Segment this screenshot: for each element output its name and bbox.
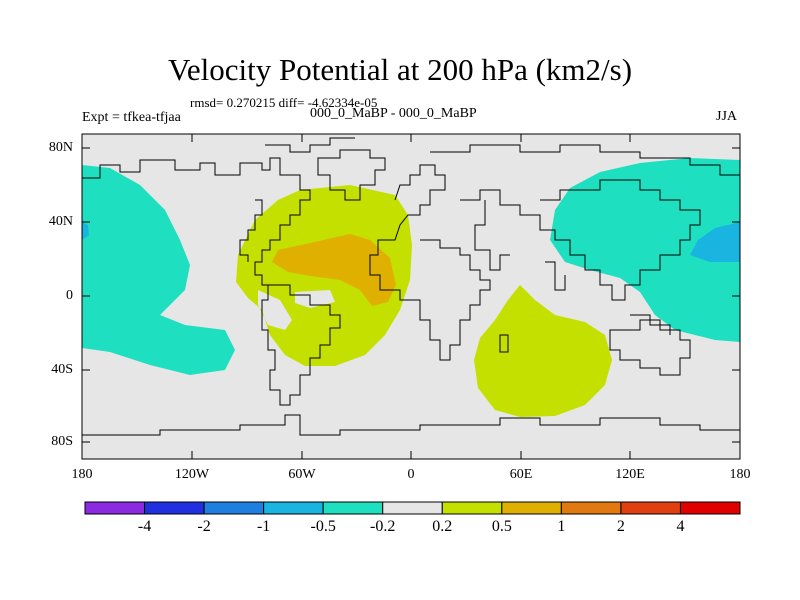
- colorbar-label: -0.5: [310, 518, 336, 535]
- lon-tick-label: 60E: [509, 467, 533, 482]
- lat-tick-marks: [82, 147, 740, 443]
- colorbar-swatch: [263, 501, 324, 515]
- lat-tick-label: 80S: [51, 434, 73, 449]
- lat-tick-label: 0: [66, 288, 73, 303]
- colorbar-label: -1: [256, 518, 271, 535]
- lon-tick-label: 0: [407, 467, 415, 482]
- lon-tick-label: 180: [729, 467, 751, 482]
- colorbar-swatch: [501, 501, 562, 515]
- lat-tick-label: 40N: [48, 214, 73, 229]
- colorbar-swatch: [144, 501, 205, 515]
- colorbar-label: 1: [557, 518, 566, 535]
- colorbar-swatch: [322, 501, 384, 515]
- colorbar-label: 0.2: [432, 518, 453, 535]
- map-plot-area: [82, 134, 740, 459]
- colorbar-swatch: [203, 501, 265, 515]
- lon-tick-label: 180: [71, 467, 93, 482]
- colorbar-label: 4: [676, 518, 685, 535]
- page-title: Velocity Potential at 200 hPa (km2/s): [167, 52, 633, 87]
- lon-tick-marks: [191, 134, 631, 459]
- contour-pos-0.2-indian: [474, 285, 612, 417]
- colorbar: [84, 501, 741, 515]
- lat-tick-label: 80N: [48, 140, 73, 155]
- period-label: 000_0_MaBP - 000_0_MaBP: [310, 106, 477, 121]
- colorbar-swatch: [679, 501, 741, 515]
- colorbar-label: -4: [137, 518, 152, 535]
- coastlines: [82, 137, 740, 436]
- contour-neg-0.2-west: [82, 165, 235, 375]
- contour-neg-0.2-east: [550, 158, 740, 342]
- colorbar-label: 2: [616, 518, 625, 535]
- stats-line: rmsd= 0.270215 diff= -4.62334e-05: [190, 95, 378, 110]
- experiment-label: Expt = tfkea-tfjaa: [82, 110, 181, 125]
- colorbar-swatch: [382, 501, 443, 515]
- season-label: JJA: [716, 109, 738, 124]
- contour-neg-0.5-east: [690, 222, 740, 262]
- contour-neg-0.5-west: [82, 222, 89, 240]
- colorbar-swatch: [560, 501, 622, 515]
- colorbar-swatch: [84, 501, 146, 515]
- lon-tick-label: 120W: [174, 467, 210, 482]
- colorbar-label: -2: [197, 518, 211, 535]
- lon-tick-label: 120E: [615, 467, 645, 482]
- lat-tick-label: 40S: [51, 362, 73, 377]
- contour-pos-0.5-central: [272, 234, 396, 306]
- colorbar-label: 0.5: [491, 518, 512, 535]
- lon-tick-label: 60W: [288, 467, 316, 482]
- colorbar-label: -0.2: [370, 518, 396, 535]
- colorbar-swatch: [620, 501, 681, 515]
- colorbar-swatch: [441, 501, 503, 515]
